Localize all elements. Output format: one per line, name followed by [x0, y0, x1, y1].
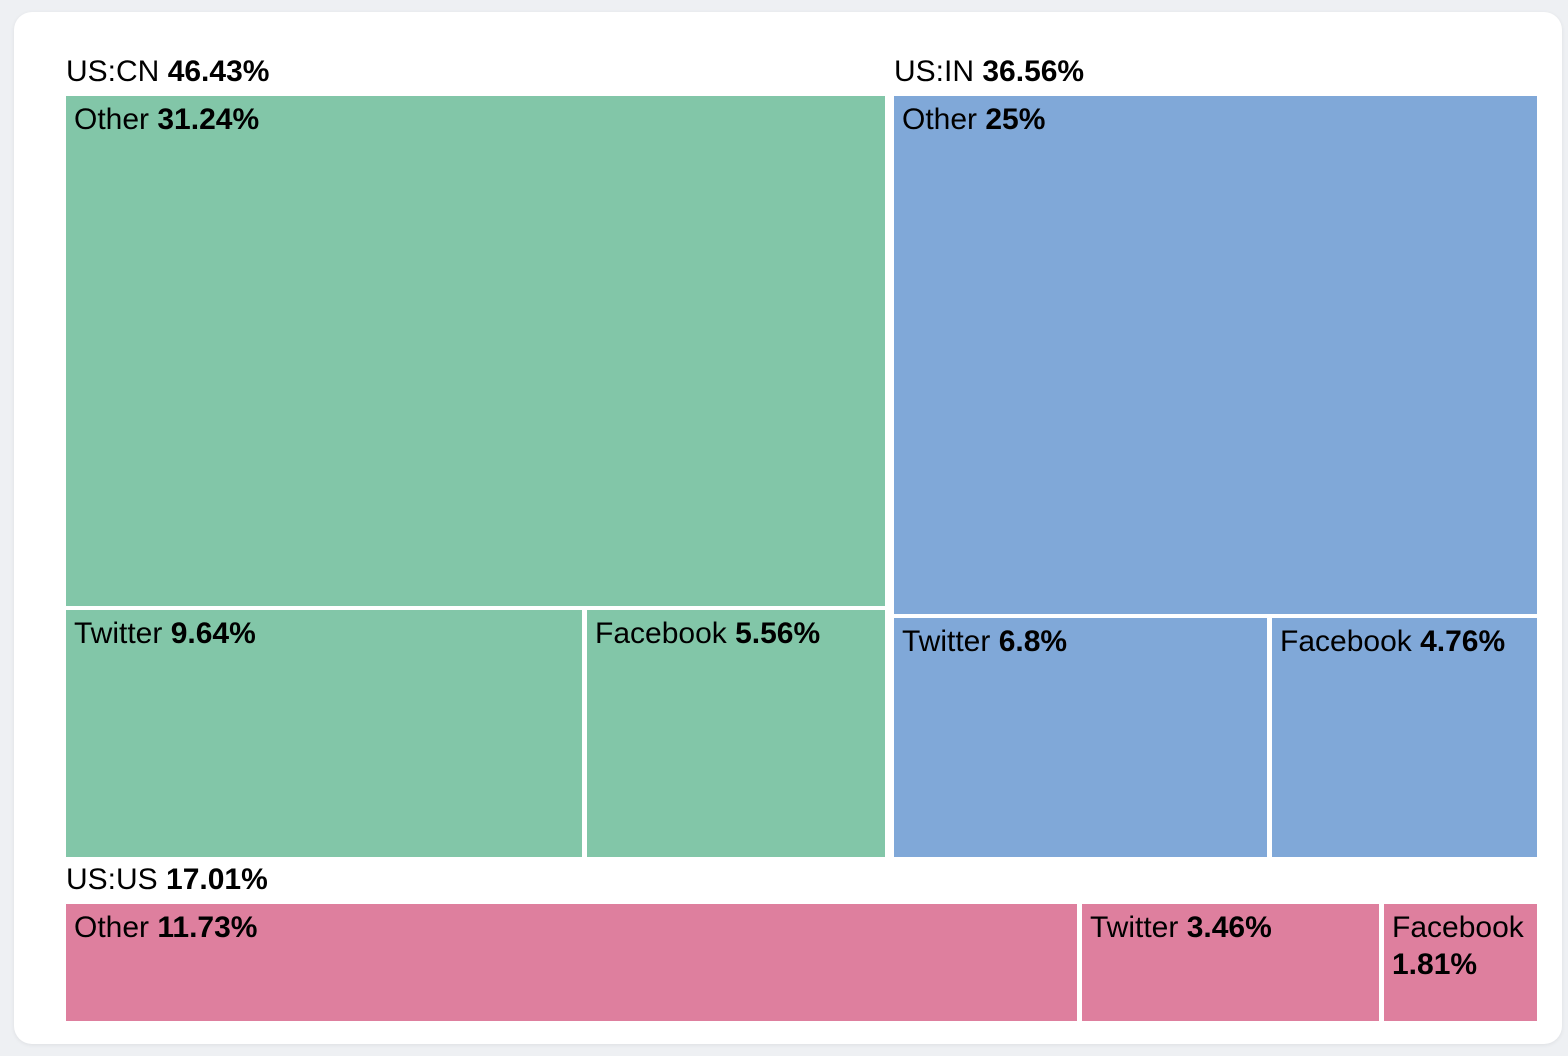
- group-value: 46.43%: [167, 55, 270, 88]
- treemap-cell-us-cn-twitter[interactable]: Twitter 9.64%: [66, 610, 582, 857]
- cell-value: 5.56%: [735, 617, 821, 650]
- treemap-group-header-us-us: US:US 17.01%: [66, 862, 268, 898]
- treemap-cell-us-cn-other[interactable]: Other 31.24%: [66, 96, 885, 606]
- cell-value: 3.46%: [1186, 911, 1272, 944]
- cell-value: 31.24%: [157, 103, 260, 136]
- treemap-cell-us-in-twitter[interactable]: Twitter 6.8%: [894, 618, 1267, 857]
- cell-value: 6.8%: [998, 625, 1068, 658]
- group-name: US:CN: [66, 55, 160, 88]
- treemap-group-header-us-cn: US:CN 46.43%: [66, 54, 269, 90]
- cell-name: Twitter: [1090, 911, 1179, 944]
- cell-value: 4.76%: [1420, 625, 1506, 658]
- cell-name: Other: [902, 103, 978, 136]
- group-value: 36.56%: [982, 55, 1085, 88]
- treemap-cell-us-us-other[interactable]: Other 11.73%: [66, 904, 1077, 1021]
- cell-name: Facebook: [1392, 911, 1524, 944]
- cell-name: Facebook: [595, 617, 727, 650]
- group-name: US:US: [66, 863, 158, 896]
- chart-card: US:CN 46.43% US:IN 36.56% US:US 17.01% O…: [14, 12, 1562, 1044]
- treemap-cell-us-in-facebook[interactable]: Facebook 4.76%: [1272, 618, 1537, 857]
- cell-value: 11.73%: [157, 911, 258, 944]
- cell-value: 25%: [985, 103, 1046, 136]
- treemap-group-header-us-in: US:IN 36.56%: [894, 54, 1084, 90]
- cell-value: 1.81%: [1392, 948, 1478, 981]
- cell-name: Other: [74, 103, 150, 136]
- group-name: US:IN: [894, 55, 975, 88]
- treemap-cell-us-us-twitter[interactable]: Twitter 3.46%: [1082, 904, 1379, 1021]
- treemap-cell-us-us-facebook[interactable]: Facebook 1.81%: [1384, 904, 1537, 1021]
- cell-name: Twitter: [74, 617, 163, 650]
- treemap-cell-us-cn-facebook[interactable]: Facebook 5.56%: [587, 610, 885, 857]
- treemap-cell-us-in-other[interactable]: Other 25%: [894, 96, 1537, 614]
- cell-name: Other: [74, 911, 150, 944]
- cell-value: 9.64%: [170, 617, 256, 650]
- group-value: 17.01%: [166, 863, 268, 896]
- cell-name: Twitter: [902, 625, 991, 658]
- cell-name: Facebook: [1280, 625, 1412, 658]
